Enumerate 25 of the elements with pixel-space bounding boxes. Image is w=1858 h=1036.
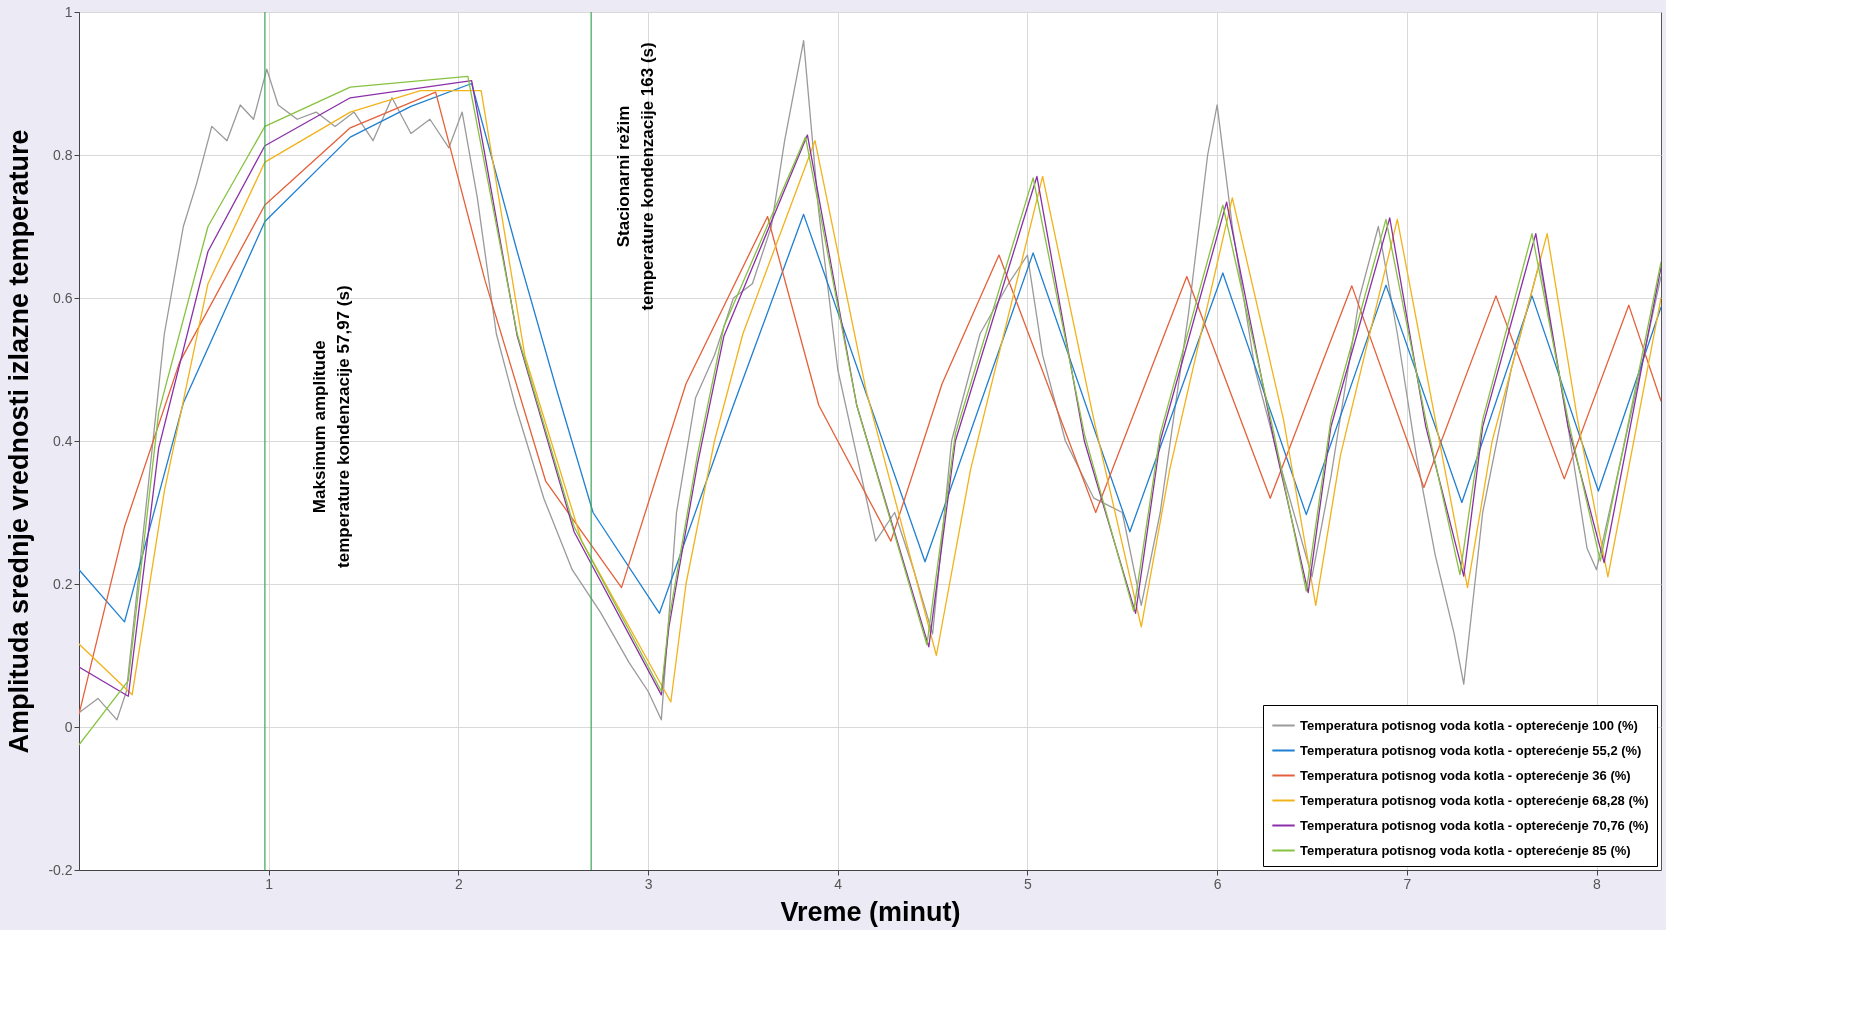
x-tick-label: 2	[454, 875, 463, 892]
legend-label: Temperatura potisnog voda kotla - opterećenje 68,28 (%)	[1300, 792, 1649, 808]
legend-label: Temperatura potisnog voda kotla - opterećenje 100 (%)	[1300, 717, 1638, 733]
x-tick-label: 5	[1024, 875, 1033, 892]
legend-label: Temperatura potisnog voda kotla - opterećenje 70,76 (%)	[1300, 817, 1649, 833]
x-tick-label: 8	[1593, 875, 1602, 892]
y-tick-label: 0.8	[53, 146, 73, 163]
legend-label: Temperatura potisnog voda kotla - opterećenje 55,2 (%)	[1300, 742, 1642, 758]
y-tick-label: 0.2	[53, 575, 73, 592]
ref-line-label: Maksimum amplitude temperature kondenzacije 57,97 (s)	[309, 285, 353, 568]
x-tick-label: 6	[1213, 875, 1222, 892]
legend-label: Temperatura potisnog voda kotla - opterećenje 36 (%)	[1300, 767, 1631, 783]
ref-line-label: Stacionarni režim temperature kondenzacije 163 (s)	[614, 42, 658, 311]
y-tick-label: 0.4	[53, 432, 73, 449]
y-tick-label: 0.6	[53, 289, 73, 306]
x-axis-title: Vreme (minut)	[780, 896, 961, 927]
y-tick-label: -0.2	[48, 861, 73, 878]
y-axis-title: Amplituda srednje vrednosti izlazne temperature	[4, 129, 35, 754]
x-tick-label: 3	[644, 875, 653, 892]
y-tick-label: 1	[64, 3, 73, 20]
y-tick-label: 0	[64, 718, 73, 735]
x-tick-label: 1	[265, 875, 274, 892]
legend-label: Temperatura potisnog voda kotla - opterećenje 85 (%)	[1300, 842, 1631, 858]
x-tick-label: 7	[1403, 875, 1412, 892]
x-tick-label: 4	[834, 875, 843, 892]
